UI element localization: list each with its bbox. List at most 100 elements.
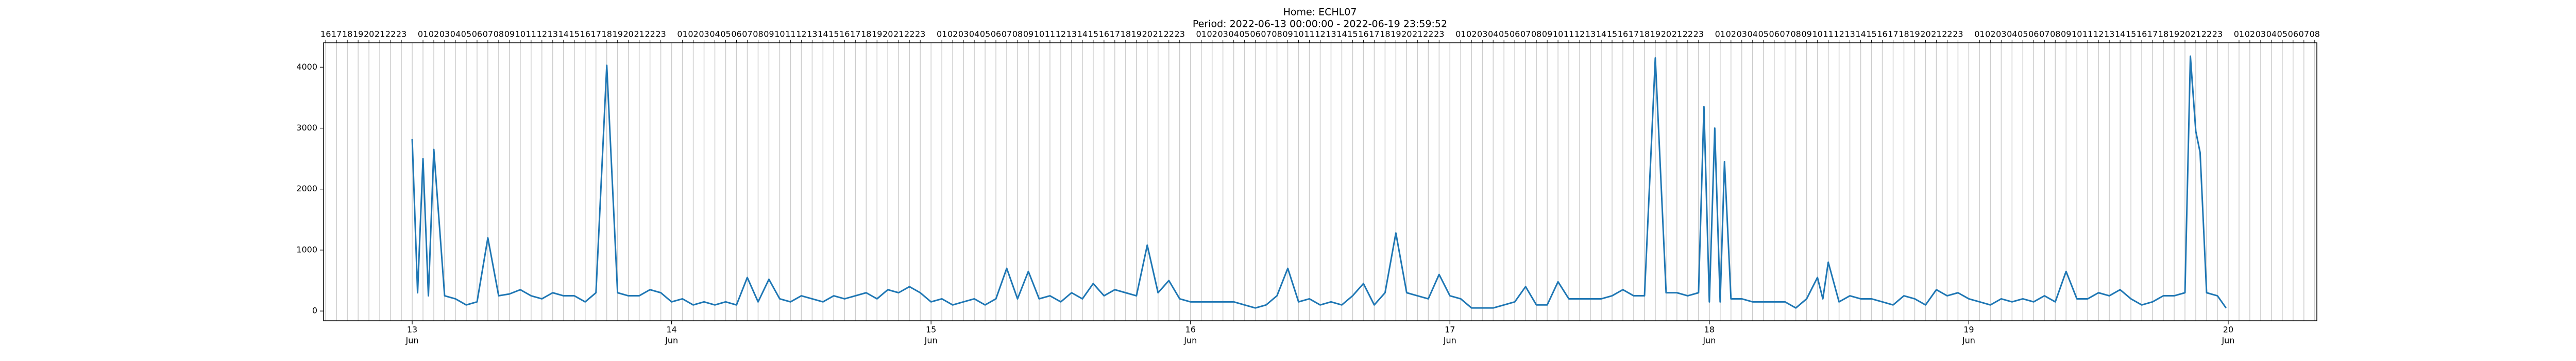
x2-tick-label: 07 — [1261, 29, 1271, 39]
x2-tick-label: 23 — [396, 29, 406, 39]
x2-tick-label: 16 — [839, 29, 850, 39]
x2-tick-label: 16 — [1618, 29, 1628, 39]
x2-tick-label: 22 — [2201, 29, 2212, 39]
x2-tick-label: 16 — [1099, 29, 1109, 39]
chart-title: Home: ECHL07 — [1283, 7, 1357, 18]
data-line — [411, 55, 2227, 309]
x2-tick-label: 04 — [2266, 29, 2277, 39]
x2-tick-label: 01 — [677, 29, 687, 39]
x2-tick-label: 20 — [1142, 29, 1153, 39]
x2-tick-label: 18 — [1380, 29, 1390, 39]
x2-tick-label: 09 — [1023, 29, 1033, 39]
x2-tick-label: 23 — [1434, 29, 1444, 39]
x2-tick-label: 10 — [1553, 29, 1563, 39]
x2-tick-label: 18 — [1121, 29, 1131, 39]
x2-tick-label: 10 — [1812, 29, 1822, 39]
x2-tick-label: 13 — [548, 29, 558, 39]
x2-tick-label: 21 — [1672, 29, 1682, 39]
x2-tick-label: 21 — [634, 29, 644, 39]
x2-tick-label: 05 — [1239, 29, 1249, 39]
x2-tick-label: 19 — [353, 29, 363, 39]
x2-tick-label: 05 — [2277, 29, 2287, 39]
x2-tick-label: 23 — [655, 29, 666, 39]
x2-tick-label: 03 — [1737, 29, 1747, 39]
x-tick-label: 14 — [666, 325, 676, 335]
x2-tick-label: 06 — [2028, 29, 2039, 39]
x-tick-sublabel: Jun — [1443, 336, 1456, 346]
x2-tick-label: 13 — [807, 29, 817, 39]
x2-tick-label: 20 — [883, 29, 893, 39]
x2-tick-label: 10 — [774, 29, 785, 39]
x2-tick-label: 02 — [429, 29, 439, 39]
x2-tick-label: 19 — [1131, 29, 1142, 39]
x2-tick-label: 10 — [1034, 29, 1044, 39]
x2-tick-label: 19 — [1909, 29, 1920, 39]
x2-tick-label: 07 — [1002, 29, 1012, 39]
x2-tick-label: 10 — [1293, 29, 1303, 39]
x2-tick-label: 20 — [364, 29, 374, 39]
x-tick-sublabel: Jun — [405, 336, 419, 346]
x2-tick-label: 06 — [1510, 29, 1520, 39]
x-tick-sublabel: Jun — [665, 336, 678, 346]
x2-tick-label: 21 — [375, 29, 385, 39]
x2-tick-label: 18 — [861, 29, 871, 39]
x2-tick-label: 14 — [558, 29, 569, 39]
x2-tick-label: 06 — [472, 29, 482, 39]
x2-tick-label: 22 — [1942, 29, 1952, 39]
y-tick-label: 0 — [312, 306, 317, 316]
x-tick-label: 13 — [407, 325, 417, 335]
x2-tick-label: 12 — [1315, 29, 1325, 39]
x2-tick-label: 15 — [2126, 29, 2136, 39]
x2-tick-label: 01 — [1196, 29, 1207, 39]
x2-tick-label: 03 — [1217, 29, 1228, 39]
x2-tick-label: 06 — [991, 29, 1001, 39]
x2-tick-label: 23 — [2212, 29, 2223, 39]
x2-tick-label: 17 — [2147, 29, 2158, 39]
x2-tick-label: 09 — [2061, 29, 2071, 39]
plot-frame — [323, 42, 2317, 321]
x2-tick-label: 08 — [1531, 29, 1541, 39]
x2-tick-label: 22 — [1423, 29, 1433, 39]
x2-tick-label: 04 — [709, 29, 720, 39]
x2-tick-label: 02 — [1726, 29, 1736, 39]
x2-tick-label: 22 — [645, 29, 655, 39]
y-tick-label: 2000 — [296, 184, 317, 193]
x2-tick-label: 19 — [1391, 29, 1401, 39]
x2-tick-label: 02 — [688, 29, 698, 39]
x-tick-sublabel: Jun — [2221, 336, 2234, 346]
x2-tick-label: 08 — [2310, 29, 2320, 39]
x2-tick-label: 16 — [1877, 29, 1887, 39]
x2-tick-label: 21 — [1412, 29, 1422, 39]
x2-tick-label: 21 — [1153, 29, 1163, 39]
x2-tick-label: 05 — [720, 29, 731, 39]
x2-tick-label: 06 — [1250, 29, 1260, 39]
x2-tick-label: 22 — [1683, 29, 1693, 39]
x2-tick-label: 18 — [602, 29, 612, 39]
y-tick-label: 1000 — [296, 244, 317, 254]
x2-tick-label: 19 — [872, 29, 882, 39]
x2-tick-label: 05 — [980, 29, 990, 39]
x2-tick-label: 21 — [893, 29, 904, 39]
x2-tick-label: 02 — [1466, 29, 1477, 39]
x2-tick-label: 09 — [504, 29, 515, 39]
x2-tick-label: 11 — [526, 29, 536, 39]
x2-tick-label: 21 — [2191, 29, 2201, 39]
x2-tick-label: 11 — [785, 29, 795, 39]
x2-tick-label: 04 — [969, 29, 979, 39]
x2-tick-label: 08 — [753, 29, 763, 39]
y-tick-label: 3000 — [296, 123, 317, 133]
x2-tick-label: 04 — [1488, 29, 1498, 39]
x2-tick-label: 22 — [1164, 29, 1174, 39]
x2-tick-label: 01 — [2234, 29, 2244, 39]
x2-tick-label: 15 — [828, 29, 839, 39]
x2-tick-label: 20 — [1661, 29, 1671, 39]
x2-tick-label: 13 — [2104, 29, 2114, 39]
x2-tick-label: 01 — [1974, 29, 1985, 39]
x2-tick-label: 12 — [796, 29, 806, 39]
x2-tick-label: 07 — [742, 29, 752, 39]
x2-tick-label: 01 — [1455, 29, 1466, 39]
x2-tick-label: 11 — [2082, 29, 2093, 39]
x2-tick-label: 02 — [947, 29, 958, 39]
chart-subtitle: Period: 2022-06-13 00:00:00 - 2022-06-19… — [1193, 19, 1447, 30]
